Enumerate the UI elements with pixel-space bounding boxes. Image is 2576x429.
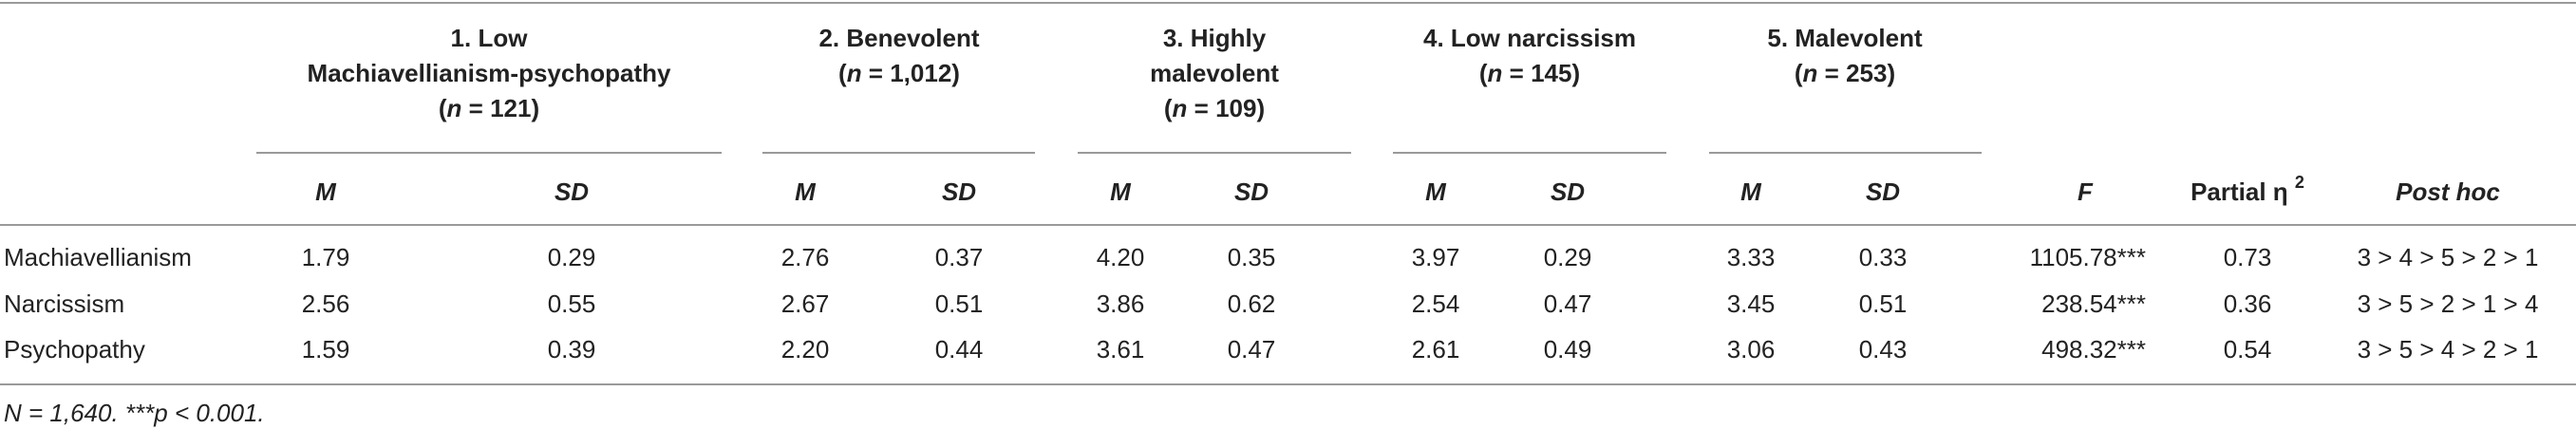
col-sd-5: SD bbox=[1865, 177, 1901, 206]
group-rule-2 bbox=[762, 152, 1035, 154]
group-header-5: 5. Malevolent (n = 253) bbox=[1767, 24, 1923, 87]
group-header-4: 4. Low narcissism (n = 145) bbox=[1423, 24, 1636, 87]
table-cell: 2.54 bbox=[1411, 289, 1460, 318]
table-cell: 0.49 bbox=[1543, 335, 1592, 364]
table-cell: 0.35 bbox=[1227, 243, 1276, 271]
table-cell: 2.76 bbox=[780, 243, 830, 271]
col-sd-3: SD bbox=[1233, 177, 1269, 206]
post-hoc-value: 3 > 5 > 4 > 2 > 1 bbox=[2357, 335, 2539, 364]
table-cell: 0.51 bbox=[1858, 289, 1908, 318]
table-cell: 0.37 bbox=[934, 243, 984, 271]
table-cell: 3.06 bbox=[1726, 335, 1776, 364]
col-partial-eta: Partial η 2 bbox=[2191, 173, 2304, 206]
col-post-hoc: Post hoc bbox=[2396, 177, 2500, 206]
col-sd-1: SD bbox=[554, 177, 590, 206]
f-value: 498.32*** bbox=[2041, 335, 2146, 364]
eta-value: 0.54 bbox=[2223, 335, 2272, 364]
table-cell: 2.61 bbox=[1411, 335, 1460, 364]
table-cell: 2.67 bbox=[780, 289, 830, 318]
table-cell: 2.56 bbox=[301, 289, 350, 318]
table-cell: 0.29 bbox=[1543, 243, 1592, 271]
col-sd-2: SD bbox=[941, 177, 977, 206]
col-m-3: M bbox=[1110, 177, 1131, 206]
group-rule-4 bbox=[1393, 152, 1666, 154]
table-cell: 0.33 bbox=[1858, 243, 1908, 271]
f-value: 238.54*** bbox=[2041, 289, 2146, 318]
col-sd-4: SD bbox=[1550, 177, 1586, 206]
post-hoc-value: 3 > 4 > 5 > 2 > 1 bbox=[2357, 243, 2539, 271]
row-label: Narcissism bbox=[4, 289, 125, 318]
table-cell: 0.39 bbox=[547, 335, 596, 364]
eta-value: 0.36 bbox=[2223, 289, 2272, 318]
table-cell: 0.29 bbox=[547, 243, 596, 271]
table-bottom-rule bbox=[0, 383, 2576, 385]
table-cell: 3.61 bbox=[1096, 335, 1145, 364]
row-label: Psychopathy bbox=[4, 335, 145, 364]
table-cell: 0.43 bbox=[1858, 335, 1908, 364]
group-header-2: 2. Benevolent (n = 1,012) bbox=[818, 24, 980, 87]
header-bottom-rule bbox=[0, 224, 2576, 226]
row-label: Machiavellianism bbox=[4, 243, 192, 271]
eta-value: 0.73 bbox=[2223, 243, 2272, 271]
col-m-1: M bbox=[315, 177, 336, 206]
group-rule-3 bbox=[1078, 152, 1351, 154]
table-cell: 0.44 bbox=[934, 335, 984, 364]
table-cell: 3.97 bbox=[1411, 243, 1460, 271]
table-cell: 0.51 bbox=[934, 289, 984, 318]
table-cell: 3.45 bbox=[1726, 289, 1776, 318]
group-rule-5 bbox=[1709, 152, 1982, 154]
col-m-5: M bbox=[1740, 177, 1761, 206]
table-cell: 3.33 bbox=[1726, 243, 1776, 271]
table-cell: 0.62 bbox=[1227, 289, 1276, 318]
group-rule-1 bbox=[256, 152, 722, 154]
table-cell: 1.59 bbox=[301, 335, 350, 364]
group-header-1: 1. Low Machiavellianism-psychopathy (n =… bbox=[307, 24, 671, 122]
col-f: F bbox=[2078, 177, 2093, 206]
col-m-2: M bbox=[795, 177, 816, 206]
table-cell: 2.20 bbox=[780, 335, 830, 364]
table-cell: 1.79 bbox=[301, 243, 350, 271]
table-footnote: N = 1,640. ***p < 0.001. bbox=[4, 399, 265, 427]
group-header-3: 3. Highly malevolent (n = 109) bbox=[1150, 24, 1279, 122]
top-rule bbox=[0, 2, 2576, 4]
col-m-4: M bbox=[1425, 177, 1446, 206]
table-cell: 0.55 bbox=[547, 289, 596, 318]
post-hoc-value: 3 > 5 > 2 > 1 > 4 bbox=[2357, 289, 2539, 318]
table-cell: 0.47 bbox=[1543, 289, 1592, 318]
table-cell: 4.20 bbox=[1096, 243, 1145, 271]
f-value: 1105.78*** bbox=[2029, 243, 2146, 271]
table-cell: 0.47 bbox=[1227, 335, 1276, 364]
table-cell: 3.86 bbox=[1096, 289, 1145, 318]
